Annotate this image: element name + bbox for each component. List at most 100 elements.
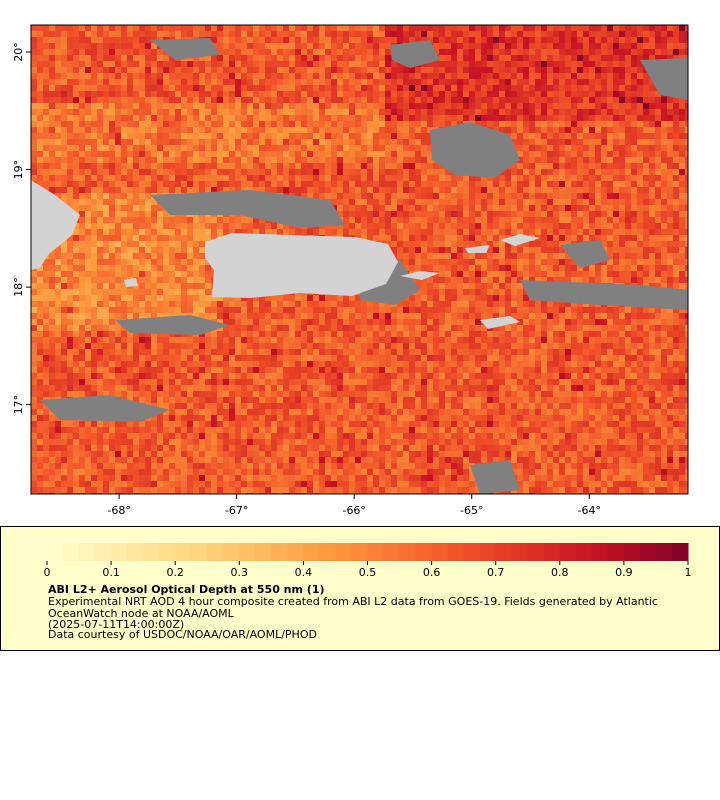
aod-cell: [457, 283, 463, 289]
aod-cell: [103, 241, 109, 247]
aod-cell: [337, 79, 343, 85]
aod-cell: [673, 271, 679, 277]
aod-cell: [253, 163, 259, 169]
aod-cell: [49, 67, 55, 73]
aod-cell: [61, 163, 67, 169]
aod-cell: [661, 277, 667, 283]
aod-cell: [487, 235, 493, 241]
aod-cell: [427, 289, 433, 295]
aod-cell: [415, 157, 421, 163]
aod-cell: [409, 109, 415, 115]
aod-cell: [169, 181, 175, 187]
aod-cell: [241, 139, 247, 145]
aod-cell: [373, 121, 379, 127]
aod-cell: [397, 205, 403, 211]
aod-cell: [325, 31, 331, 37]
aod-cell: [325, 145, 331, 151]
aod-cell: [67, 109, 73, 115]
aod-cell: [541, 97, 547, 103]
aod-cell: [49, 25, 55, 31]
aod-cell: [613, 151, 619, 157]
aod-cell: [187, 289, 193, 295]
aod-cell: [631, 223, 637, 229]
aod-cell: [457, 193, 463, 199]
aod-cell: [139, 193, 145, 199]
aod-cell: [505, 283, 511, 289]
aod-cell: [325, 25, 331, 31]
aod-cell: [661, 223, 667, 229]
aod-cell: [337, 139, 343, 145]
aod-cell: [175, 187, 181, 193]
aod-cell: [595, 151, 601, 157]
aod-cell: [595, 139, 601, 145]
aod-cell: [199, 187, 205, 193]
aod-cell: [223, 31, 229, 37]
aod-cell: [511, 217, 517, 223]
aod-cell: [265, 127, 271, 133]
aod-cell: [559, 157, 565, 163]
aod-cell: [133, 223, 139, 229]
aod-cell: [631, 91, 637, 97]
aod-cell: [109, 79, 115, 85]
aod-cell: [337, 61, 343, 67]
aod-cell: [247, 181, 253, 187]
aod-cell: [469, 61, 475, 67]
aod-cell: [103, 115, 109, 121]
aod-cell: [397, 31, 403, 37]
aod-cell: [679, 151, 685, 157]
aod-cell: [229, 217, 235, 223]
aod-cell: [289, 91, 295, 97]
aod-cell: [133, 139, 139, 145]
aod-cell: [67, 49, 73, 55]
aod-cell: [463, 85, 469, 91]
aod-cell: [367, 211, 373, 217]
aod-cell: [181, 169, 187, 175]
aod-cell: [175, 157, 181, 163]
aod-cell: [673, 115, 679, 121]
aod-cell: [115, 283, 121, 289]
aod-cell: [673, 217, 679, 223]
aod-cell: [259, 127, 265, 133]
aod-cell: [181, 85, 187, 91]
aod-cell: [649, 193, 655, 199]
aod-cell: [499, 55, 505, 61]
aod-cell: [187, 85, 193, 91]
aod-cell: [367, 127, 373, 133]
aod-cell: [193, 91, 199, 97]
aod-cell: [91, 43, 97, 49]
aod-cell: [37, 163, 43, 169]
aod-cell: [511, 187, 517, 193]
aod-cell: [133, 133, 139, 139]
aod-cell: [325, 43, 331, 49]
aod-cell: [601, 211, 607, 217]
aod-cell: [583, 205, 589, 211]
aod-cell: [229, 91, 235, 97]
aod-cell: [139, 259, 145, 265]
aod-cell: [145, 283, 151, 289]
aod-cell: [43, 91, 49, 97]
aod-cell: [409, 253, 415, 259]
aod-cell: [589, 31, 595, 37]
aod-cell: [589, 277, 595, 283]
aod-cell: [31, 91, 37, 97]
aod-cell: [223, 37, 229, 43]
aod-cell: [43, 43, 49, 49]
aod-cell: [73, 259, 79, 265]
aod-cell: [631, 31, 637, 37]
aod-cell: [247, 67, 253, 73]
aod-cell: [505, 289, 511, 295]
aod-cell: [613, 217, 619, 223]
aod-cell: [283, 139, 289, 145]
aod-cell: [601, 133, 607, 139]
aod-cell: [553, 271, 559, 277]
aod-cell: [85, 163, 91, 169]
aod-cell: [151, 169, 157, 175]
aod-cell: [541, 91, 547, 97]
aod-cell: [547, 247, 553, 253]
aod-cell: [625, 127, 631, 133]
aod-cell: [67, 115, 73, 121]
aod-cell: [541, 67, 547, 73]
aod-cell: [601, 31, 607, 37]
aod-cell: [175, 229, 181, 235]
aod-cell: [547, 253, 553, 259]
